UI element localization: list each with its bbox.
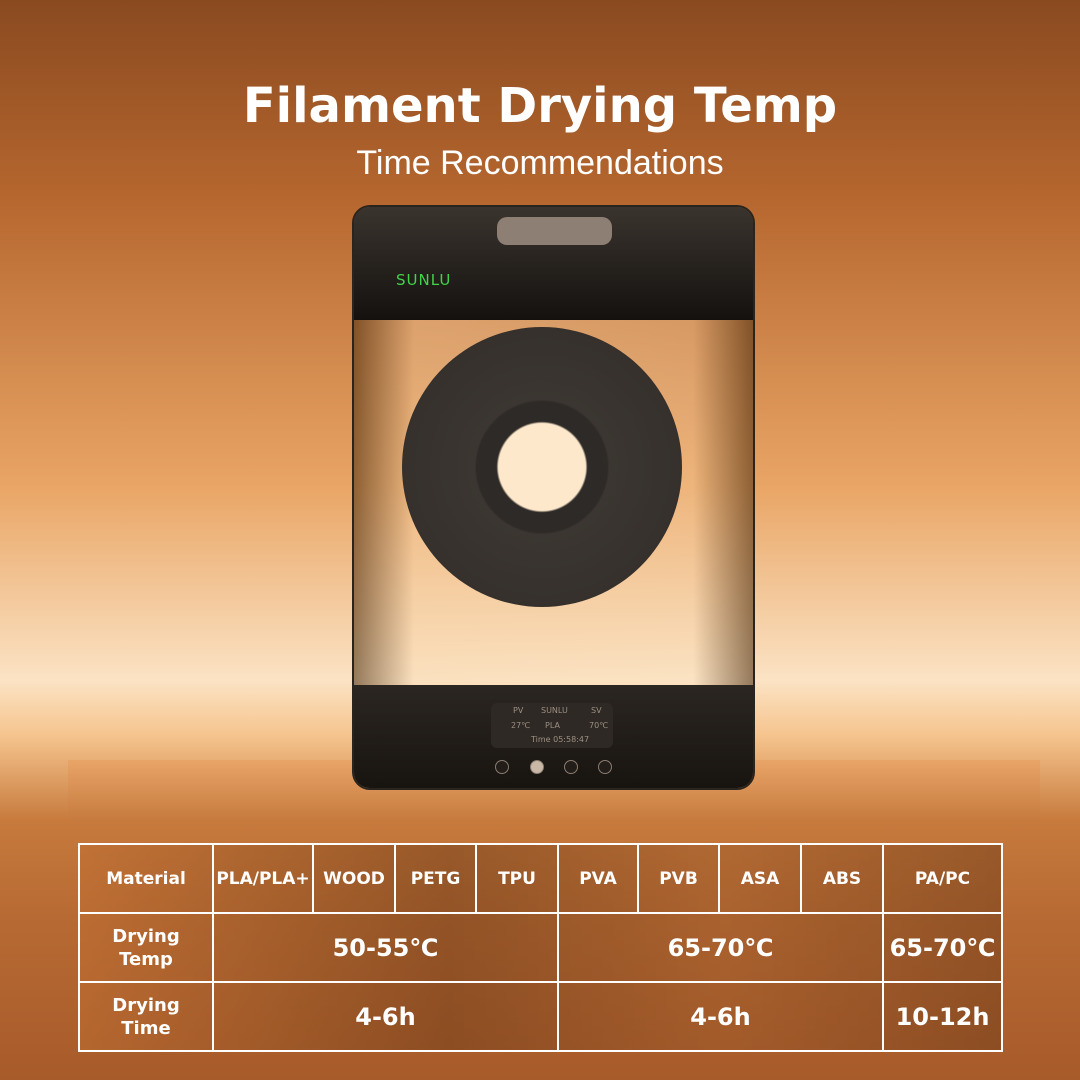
device-button-3 xyxy=(564,760,578,774)
device-button-4 xyxy=(598,760,612,774)
temp-cell: 65-70℃ xyxy=(557,912,884,983)
time-cell: 4-6h xyxy=(557,981,884,1052)
temp-label-line2: Temp xyxy=(119,948,173,970)
table-row-time: Drying Time 4-6h 4-6h 10-12h xyxy=(78,981,1003,1052)
material-cell: WOOD xyxy=(312,843,396,914)
pv-value: 27℃ xyxy=(511,721,531,730)
table-row-material: Material PLA/PLA+ WOOD PETG TPU PVA PVB … xyxy=(78,843,1003,914)
temp-cell: 65-70℃ xyxy=(882,912,1003,983)
temp-label: Drying Temp xyxy=(78,912,214,983)
material-cell: ABS xyxy=(800,843,884,914)
time-value: Time 05:58:47 xyxy=(531,735,590,744)
device-button-2 xyxy=(530,760,544,774)
material-value: PLA xyxy=(545,721,560,730)
material-cell: PA/PC xyxy=(882,843,1003,914)
material-cell: PETG xyxy=(394,843,477,914)
time-cell: 10-12h xyxy=(882,981,1003,1052)
time-cell: 4-6h xyxy=(212,981,559,1052)
lid-handle xyxy=(497,217,612,245)
filament-spool xyxy=(402,327,682,607)
sv-label: SV xyxy=(591,706,602,715)
table-row-temp: Drying Temp 50-55℃ 65-70℃ 65-70℃ xyxy=(78,912,1003,983)
time-label-line1: Drying xyxy=(112,994,180,1016)
temp-label-line1: Drying xyxy=(112,925,180,947)
material-cell: PVA xyxy=(557,843,639,914)
dryer-display: PV SUNLU SV 27℃ PLA 70℃ Time 05:58:47 xyxy=(491,703,613,748)
header-material: Material xyxy=(78,843,214,914)
material-cell: PVB xyxy=(637,843,720,914)
pv-label: PV xyxy=(513,706,524,715)
brand-logo: SUNLU xyxy=(396,271,452,289)
time-label: Drying Time xyxy=(78,981,214,1052)
material-cell: PLA/PLA+ xyxy=(212,843,314,914)
material-cell: TPU xyxy=(475,843,559,914)
sv-value: 70℃ xyxy=(589,721,609,730)
page-subtitle: Time Recommendations xyxy=(356,144,724,182)
dryer-base: PV SUNLU SV 27℃ PLA 70℃ Time 05:58:47 xyxy=(354,685,753,788)
drying-table: Material PLA/PLA+ WOOD PETG TPU PVA PVB … xyxy=(78,843,1003,1052)
filament-dryer-image: SUNLU PV SUNLU SV 27℃ PLA 70℃ Time 05:58… xyxy=(352,205,755,790)
device-button-1 xyxy=(495,760,509,774)
dryer-lid: SUNLU xyxy=(354,207,753,320)
page-title: Filament Drying Temp xyxy=(242,78,838,134)
time-label-line2: Time xyxy=(121,1017,171,1039)
temp-cell: 50-55℃ xyxy=(212,912,559,983)
material-cell: ASA xyxy=(718,843,802,914)
screen-brand: SUNLU xyxy=(541,706,568,715)
